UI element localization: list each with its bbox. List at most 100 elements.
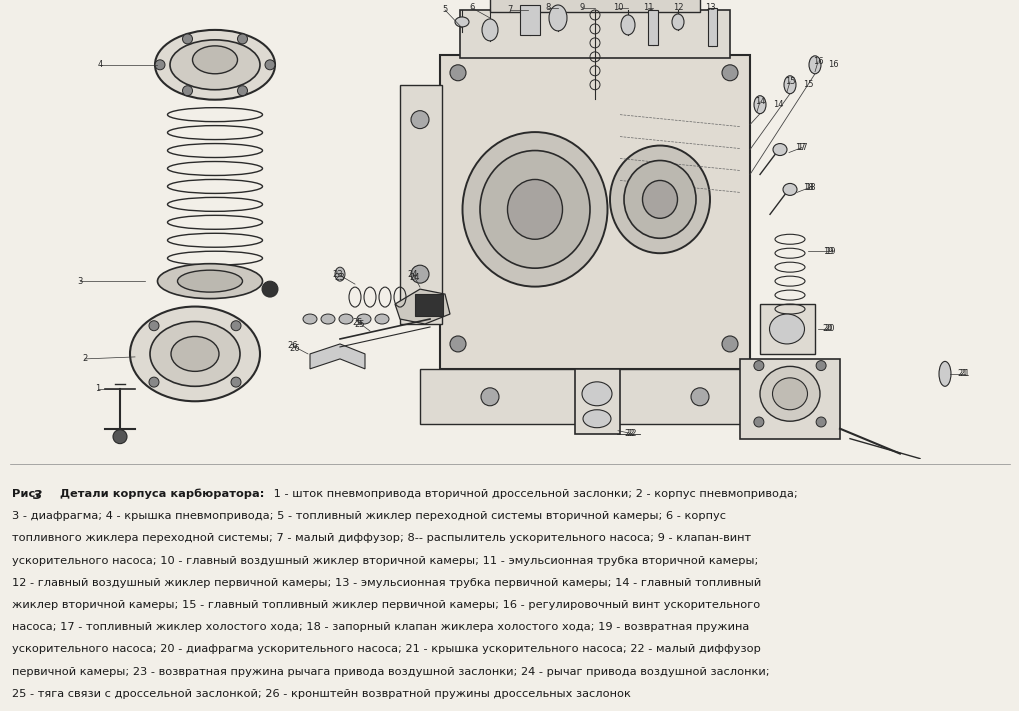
Text: 3 - диафрагма; 4 - крышка пневмопривода; 5 - топливный жиклер переходной системы: 3 - диафрагма; 4 - крышка пневмопривода;… [12, 511, 726, 521]
Text: 2: 2 [83, 354, 88, 363]
Ellipse shape [357, 314, 371, 324]
Bar [520, 5, 539, 35]
Text: 12 - главный воздушный жиклер первичной камеры; 13 - эмульсионная трубка первичн: 12 - главный воздушный жиклер первичной … [12, 578, 761, 588]
Text: первичной камеры; 23 - возвратная пружина рычага привода воздушной заслонки; 24 : первичной камеры; 23 - возвратная пружин… [12, 667, 769, 677]
Ellipse shape [338, 314, 353, 324]
Text: 21: 21 [959, 369, 969, 378]
Circle shape [449, 65, 466, 81]
Text: 17: 17 [794, 143, 805, 152]
Text: 13: 13 [704, 4, 714, 13]
Ellipse shape [624, 161, 695, 238]
Ellipse shape [482, 19, 497, 41]
Text: 26: 26 [289, 344, 300, 353]
Ellipse shape [334, 267, 344, 281]
Circle shape [815, 417, 825, 427]
Ellipse shape [193, 46, 237, 74]
Text: ускорительного насоса; 10 - главный воздушный жиклер вторичной камеры; 11 - эмул: ускорительного насоса; 10 - главный возд… [12, 555, 758, 565]
Text: 1 - шток пневмопривода вторичной дроссельной заслонки; 2 - корпус пневмопривода;: 1 - шток пневмопривода вторичной дроссел… [270, 489, 797, 499]
Text: 23: 23 [334, 272, 345, 282]
Ellipse shape [150, 321, 239, 386]
Text: Детали корпуса карбюратора:: Детали корпуса карбюратора: [44, 489, 264, 499]
Ellipse shape [129, 306, 260, 401]
Text: ускорительного насоса; 20 - диафрагма ускорительного насоса; 21 - крышка ускорит: ускорительного насоса; 20 - диафрагма ус… [12, 644, 760, 654]
Circle shape [149, 377, 159, 387]
Ellipse shape [783, 183, 796, 196]
Text: 6: 6 [469, 4, 474, 13]
Text: 24: 24 [408, 269, 418, 279]
Bar [647, 10, 657, 45]
Bar [460, 10, 730, 58]
Text: 10: 10 [612, 4, 623, 13]
Text: 18: 18 [804, 183, 814, 192]
Circle shape [411, 265, 429, 283]
Text: 16: 16 [812, 58, 822, 66]
Text: 22: 22 [624, 429, 635, 438]
Bar [439, 55, 749, 369]
Text: 4: 4 [97, 60, 103, 69]
Ellipse shape [642, 181, 677, 218]
Text: 7: 7 [506, 6, 513, 14]
Bar [707, 8, 716, 46]
Text: 14: 14 [772, 100, 783, 109]
Ellipse shape [771, 378, 807, 410]
Circle shape [230, 321, 240, 331]
Ellipse shape [808, 56, 820, 74]
Text: 15: 15 [784, 77, 795, 86]
Text: насоса; 17 - топливный жиклер холостого хода; 18 - запорный клапан жиклера холос: насоса; 17 - топливный жиклер холостого … [12, 622, 749, 632]
Circle shape [262, 281, 278, 297]
Circle shape [182, 34, 193, 44]
Circle shape [721, 65, 738, 81]
Ellipse shape [155, 30, 275, 100]
Text: 25: 25 [355, 319, 365, 328]
Bar [759, 304, 814, 354]
Text: 5: 5 [442, 6, 447, 14]
Text: 24: 24 [410, 272, 420, 282]
Text: 19: 19 [824, 247, 835, 256]
Circle shape [815, 360, 825, 370]
Ellipse shape [507, 179, 561, 240]
Ellipse shape [582, 382, 611, 406]
Ellipse shape [621, 15, 635, 35]
Ellipse shape [548, 5, 567, 31]
Ellipse shape [462, 132, 607, 287]
Ellipse shape [454, 17, 469, 27]
Circle shape [753, 417, 763, 427]
Text: 25: 25 [353, 318, 363, 326]
Circle shape [721, 336, 738, 352]
Polygon shape [310, 344, 365, 369]
Text: 21: 21 [957, 369, 967, 378]
Circle shape [481, 387, 498, 406]
Text: 16: 16 [826, 60, 838, 69]
Circle shape [690, 387, 708, 406]
Text: Рис.: Рис. [12, 489, 44, 499]
Ellipse shape [375, 314, 388, 324]
Circle shape [113, 429, 127, 444]
Ellipse shape [938, 361, 950, 386]
Text: 12: 12 [673, 4, 683, 13]
Circle shape [237, 34, 248, 44]
Text: топливного жиклера переходной системы; 7 - малый диффузор; 8-- распылитель ускор: топливного жиклера переходной системы; 7… [12, 533, 751, 543]
Ellipse shape [609, 146, 709, 253]
Circle shape [149, 321, 159, 331]
Text: 8: 8 [545, 4, 550, 13]
Bar [420, 369, 769, 424]
Text: 3: 3 [33, 489, 42, 502]
Circle shape [230, 377, 240, 387]
Text: 3: 3 [77, 277, 83, 286]
Text: 15: 15 [802, 80, 812, 90]
Text: 26: 26 [287, 341, 298, 351]
Ellipse shape [171, 336, 219, 371]
Circle shape [411, 111, 429, 129]
Ellipse shape [480, 151, 589, 268]
Ellipse shape [321, 314, 334, 324]
Text: 22: 22 [626, 429, 637, 438]
Text: 19: 19 [822, 247, 833, 256]
Circle shape [237, 86, 248, 96]
Ellipse shape [759, 366, 819, 421]
Text: 9: 9 [579, 4, 584, 13]
Ellipse shape [784, 76, 795, 94]
Text: 1: 1 [96, 385, 101, 393]
Ellipse shape [768, 314, 804, 344]
Bar [415, 294, 442, 316]
Text: 17: 17 [796, 143, 806, 152]
